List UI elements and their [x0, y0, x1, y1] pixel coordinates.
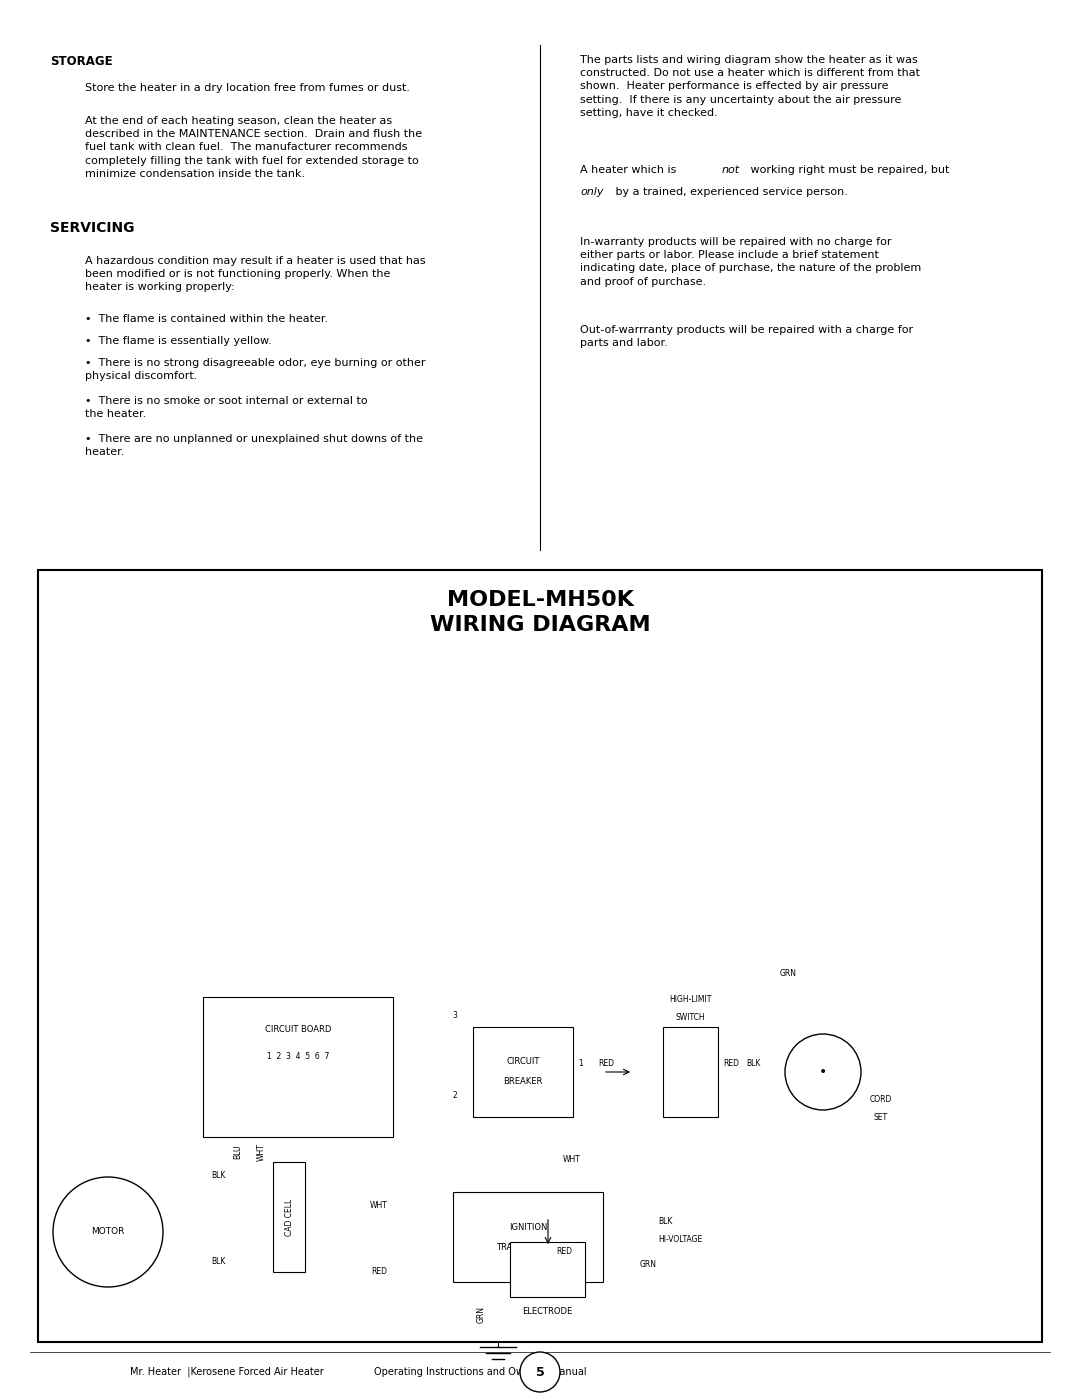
Text: Mr. Heater  |Kerosene Forced Air Heater: Mr. Heater |Kerosene Forced Air Heater: [131, 1366, 324, 1377]
Text: WHT: WHT: [563, 1154, 581, 1164]
Text: RED: RED: [598, 1059, 615, 1069]
Text: BLK: BLK: [211, 1257, 226, 1267]
Text: 2: 2: [453, 1091, 457, 1099]
Text: STORAGE: STORAGE: [50, 54, 112, 68]
Circle shape: [53, 1178, 163, 1287]
Text: CIRCUIT: CIRCUIT: [507, 1058, 540, 1066]
Text: 1: 1: [578, 1059, 583, 1069]
Text: WHT: WHT: [370, 1201, 388, 1210]
Text: •  There is no smoke or soot internal or external to
the heater.: • There is no smoke or soot internal or …: [85, 395, 367, 419]
Text: •  There are no unplanned or unexplained shut downs of the
heater.: • There are no unplanned or unexplained …: [85, 434, 423, 457]
Text: •  The flame is essentially yellow.: • The flame is essentially yellow.: [85, 337, 272, 346]
Text: Store the heater in a dry location free from fumes or dust.: Store the heater in a dry location free …: [85, 82, 410, 94]
Text: 3: 3: [453, 1010, 458, 1020]
Text: IGNITION: IGNITION: [509, 1222, 548, 1232]
Text: HIGH-LIMIT: HIGH-LIMIT: [670, 995, 712, 1003]
Text: •  The flame is contained within the heater.: • The flame is contained within the heat…: [85, 314, 328, 324]
Text: CIRCUIT BOARD: CIRCUIT BOARD: [265, 1025, 332, 1034]
Text: SERVICING: SERVICING: [50, 221, 135, 235]
Bar: [203, 997, 393, 1137]
Text: A hazardous condition may result if a heater is used that has
been modified or i: A hazardous condition may result if a he…: [85, 256, 426, 292]
Text: GRN: GRN: [780, 970, 797, 978]
Text: At the end of each heating season, clean the heater as
described in the MAINTENA: At the end of each heating season, clean…: [85, 116, 422, 179]
Text: MODEL-MH50K
WIRING DIAGRAM: MODEL-MH50K WIRING DIAGRAM: [430, 590, 650, 634]
Circle shape: [785, 1034, 861, 1111]
Text: GRN: GRN: [477, 1306, 486, 1323]
Text: BLK: BLK: [658, 1218, 673, 1227]
Text: Out-of-warrranty products will be repaired with a charge for
parts and labor.: Out-of-warrranty products will be repair…: [580, 326, 913, 348]
Bar: [38, 570, 1042, 1343]
Text: SET: SET: [874, 1112, 888, 1122]
Text: 1  2  3  4  5  6  7: 1 2 3 4 5 6 7: [267, 1052, 329, 1060]
Text: BLU: BLU: [233, 1144, 242, 1160]
Text: TRANSFORMER: TRANSFORMER: [496, 1242, 559, 1252]
Text: A heater which is: A heater which is: [580, 165, 680, 175]
Text: by a trained, experienced service person.: by a trained, experienced service person…: [612, 187, 848, 197]
Text: Operating Instructions and Owner's Manual: Operating Instructions and Owner's Manua…: [374, 1368, 586, 1377]
Text: SWITCH: SWITCH: [676, 1013, 705, 1021]
Text: RED: RED: [372, 1267, 387, 1277]
Text: BLK: BLK: [211, 1172, 226, 1180]
Text: not: not: [723, 165, 740, 175]
Text: only: only: [580, 187, 604, 197]
Text: In-warranty products will be repaired with no charge for
either parts or labor. : In-warranty products will be repaired wi…: [580, 237, 921, 286]
Circle shape: [519, 1352, 561, 1391]
Text: CORD: CORD: [869, 1095, 892, 1105]
Bar: [473, 1027, 573, 1118]
Text: working right must be repaired, but: working right must be repaired, but: [747, 165, 949, 175]
Bar: [273, 1162, 305, 1273]
Text: GRN: GRN: [640, 1260, 657, 1268]
Text: •: •: [819, 1065, 827, 1078]
Text: RED: RED: [556, 1248, 572, 1256]
Text: RED: RED: [556, 1282, 572, 1291]
Text: MOTOR: MOTOR: [92, 1228, 124, 1236]
Text: RED: RED: [723, 1059, 739, 1069]
Text: BLK: BLK: [746, 1059, 760, 1069]
Bar: [510, 1242, 585, 1296]
Text: CAD CELL: CAD CELL: [284, 1199, 294, 1235]
Text: The parts lists and wiring diagram show the heater as it was
constructed. Do not: The parts lists and wiring diagram show …: [580, 54, 920, 117]
Text: WHT: WHT: [257, 1143, 266, 1161]
Text: •  There is no strong disagreeable odor, eye burning or other
physical discomfor: • There is no strong disagreeable odor, …: [85, 358, 426, 381]
Text: 5: 5: [536, 1365, 544, 1379]
Bar: [453, 1192, 603, 1282]
Text: BREAKER: BREAKER: [503, 1077, 542, 1087]
Bar: [663, 1027, 718, 1118]
Text: ELECTRODE: ELECTRODE: [523, 1308, 572, 1316]
Text: HI-VOLTAGE: HI-VOLTAGE: [658, 1235, 702, 1243]
